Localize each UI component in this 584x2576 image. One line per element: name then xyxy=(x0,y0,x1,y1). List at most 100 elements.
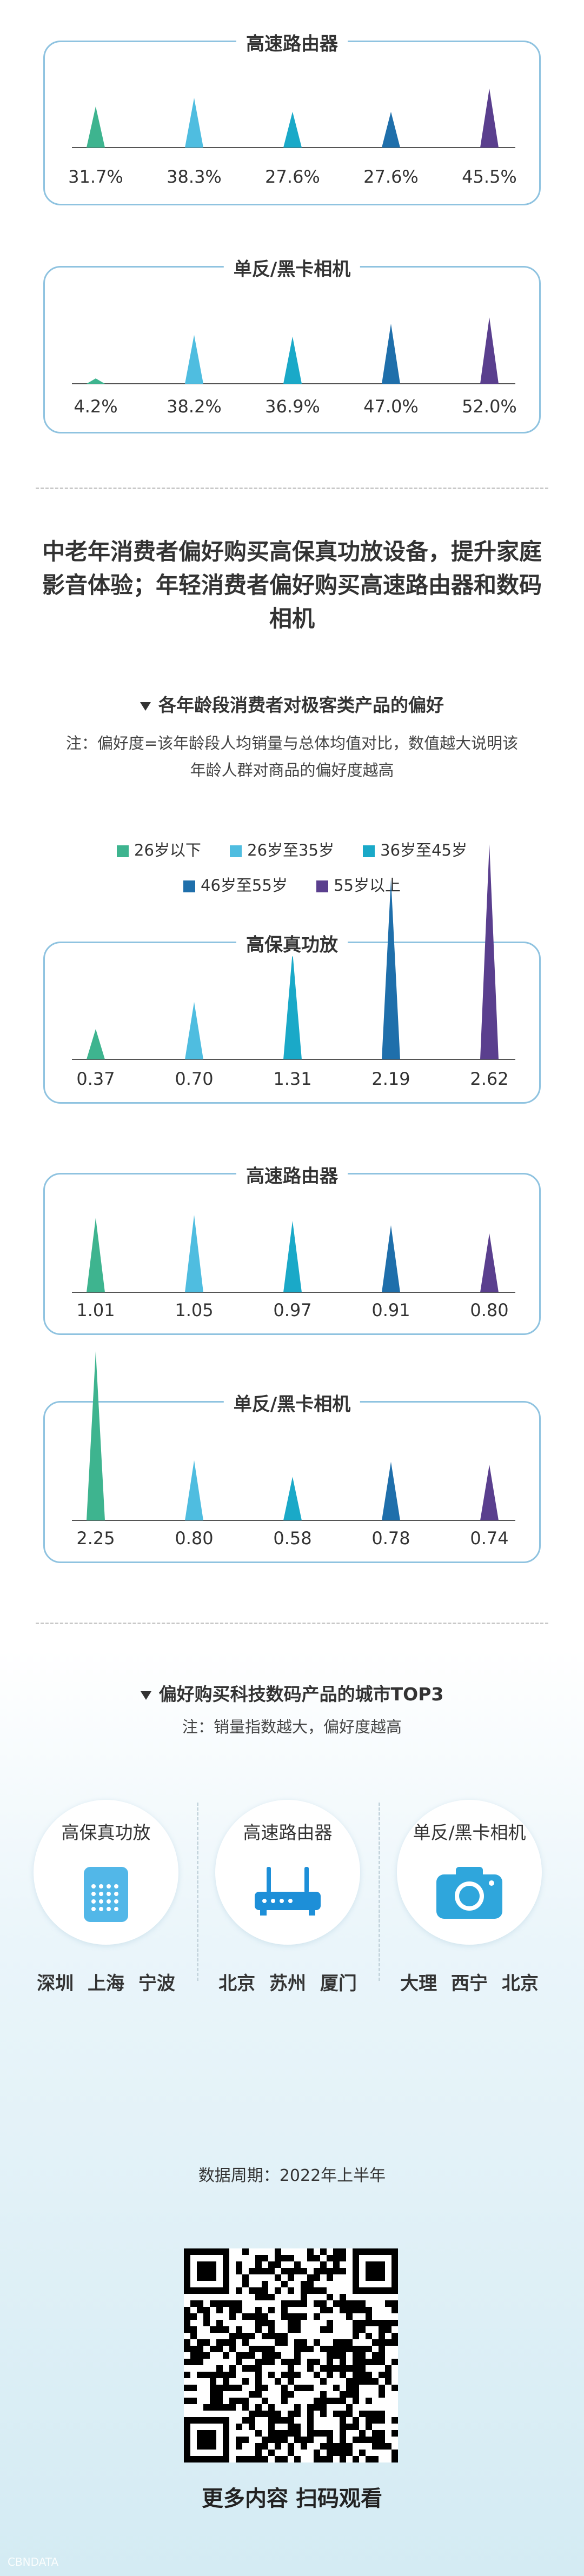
section-divider xyxy=(36,1623,548,1624)
chart-card-router-share: 31.7% 38.3% 27.6% 27.6% 45.5% 高速路由器 xyxy=(43,29,541,205)
city-list: 深圳 上海 宁波 xyxy=(37,1973,175,1994)
city-column-camera: 单反/黑卡相机 大理 西宁 北京 xyxy=(383,1800,556,1995)
peak-bar xyxy=(283,952,302,1059)
peak-bar xyxy=(87,378,105,384)
peak-chart: 1.01 1.05 0.97 0.91 0.80 xyxy=(72,1214,515,1320)
pref-note: 注：偏好度=该年龄段人均销量与总体均值对比，数值越大说明该年龄人群对商品的偏好度… xyxy=(65,734,519,779)
data-label: 0.91 xyxy=(371,1300,410,1320)
qr-caption: 更多内容 扫码观看 xyxy=(202,2486,382,2511)
city-note: 注：销量指数越大，偏好度越高 xyxy=(182,1718,402,1736)
peak-bar xyxy=(185,335,203,384)
city-list: 北京 苏州 厦门 xyxy=(218,1973,357,1994)
peak-bar xyxy=(87,106,105,148)
peak-bar xyxy=(480,1465,499,1520)
peak-chart: 0.37 0.70 1.31 2.19 2.62 xyxy=(72,844,515,1089)
qr-code[interactable] xyxy=(184,2248,398,2462)
peak-bar xyxy=(480,1233,499,1292)
chart-title: 单反/黑卡相机 xyxy=(223,1389,361,1416)
data-label: 2.25 xyxy=(76,1528,115,1549)
legend: 46岁至55岁 55岁以上 xyxy=(0,873,584,896)
peak-bar xyxy=(283,1220,302,1292)
column-divider xyxy=(379,1803,380,1981)
product-label: 高速路由器 xyxy=(243,1822,333,1843)
triangle-down-icon xyxy=(140,1691,151,1700)
data-label: 0.70 xyxy=(175,1069,213,1089)
product-circle: 高速路由器 xyxy=(215,1800,360,1945)
data-label: 0.74 xyxy=(470,1528,508,1549)
section-divider xyxy=(36,488,548,489)
legend-item: 46岁至55岁 xyxy=(183,873,288,896)
chart-title: 高速路由器 xyxy=(236,29,348,56)
data-label: 52.0% xyxy=(462,396,517,417)
city-column-router: 高速路由器 北京 苏州 厦门 xyxy=(201,1800,374,1995)
chart-card-router-pref: 1.01 1.05 0.97 0.91 0.80 高速路由器 xyxy=(43,1161,541,1335)
chart-card-amplifier-pref: 0.37 0.70 1.31 2.19 2.62 高保真功放 xyxy=(43,844,541,1104)
peak-bar xyxy=(87,1218,105,1292)
peak-bar xyxy=(382,879,400,1059)
data-label: 45.5% xyxy=(462,166,517,187)
pref-subtitle: 各年龄段消费者对极客类产品的偏好 xyxy=(0,691,584,717)
city-list: 大理 西宁 北京 xyxy=(400,1973,539,1994)
column-divider xyxy=(197,1803,198,1981)
product-circle: 单反/黑卡相机 xyxy=(397,1800,542,1945)
peak-bar xyxy=(87,1029,105,1059)
peak-bar xyxy=(382,323,400,384)
peak-bar xyxy=(185,1460,203,1520)
headline: 中老年消费者偏好购买高保真功放设备，提升家庭影音体验；年轻消费者偏好购买高速路由… xyxy=(42,538,542,632)
peak-chart: 4.2% 38.2% 36.9% 47.0% 52.0% xyxy=(72,317,517,417)
watermark-logo: CBNDATA xyxy=(8,2555,59,2568)
peak-chart: 2.25 0.80 0.58 0.78 0.74 xyxy=(72,1351,515,1549)
legend-item: 36岁至45岁 xyxy=(363,838,467,860)
peak-bar xyxy=(382,111,400,148)
peak-bar xyxy=(283,1477,302,1520)
peak-bar xyxy=(382,1461,400,1520)
data-label: 0.80 xyxy=(175,1528,213,1549)
data-label: 4.2% xyxy=(74,396,117,417)
peak-bar xyxy=(480,844,499,1059)
product-label: 单反/黑卡相机 xyxy=(413,1822,526,1843)
peak-bar xyxy=(480,317,499,384)
amplifier-icon xyxy=(82,1865,130,1926)
peak-bar xyxy=(185,1002,203,1059)
chart-card-camera-share: 4.2% 38.2% 36.9% 47.0% 52.0% 单反/黑卡相机 xyxy=(43,254,541,433)
chart-card-camera-pref: 2.25 0.80 0.58 0.78 0.74 单反/黑卡相机 xyxy=(43,1351,541,1563)
legend: 26岁以下 26岁至35岁 36岁至45岁 xyxy=(0,838,584,860)
data-label: 0.97 xyxy=(273,1300,311,1320)
data-label: 27.6% xyxy=(265,166,320,187)
peak-bar xyxy=(283,111,302,148)
peak-bar xyxy=(480,88,499,148)
data-label: 38.3% xyxy=(167,166,222,187)
product-label: 高保真功放 xyxy=(61,1822,151,1843)
data-label: 31.7% xyxy=(68,166,123,187)
data-label: 2.19 xyxy=(371,1069,410,1089)
product-circle: 高保真功放 xyxy=(34,1800,178,1945)
legend-item: 26岁至35岁 xyxy=(230,838,334,860)
data-label: 2.62 xyxy=(470,1069,508,1089)
peak-bar xyxy=(185,1214,203,1292)
data-label: 0.80 xyxy=(470,1300,508,1320)
data-label: 0.78 xyxy=(371,1528,410,1549)
data-label: 27.6% xyxy=(363,166,419,187)
data-period: 数据周期：2022年上半年 xyxy=(198,2166,386,2185)
legend-item: 55岁以上 xyxy=(316,873,401,896)
data-label: 0.58 xyxy=(273,1528,311,1549)
chart-title: 单反/黑卡相机 xyxy=(223,254,361,281)
chart-title: 高保真功放 xyxy=(236,930,348,957)
chart-title: 高速路由器 xyxy=(236,1161,348,1188)
peak-bar xyxy=(87,1351,105,1520)
peak-bar xyxy=(283,336,302,384)
peak-bar xyxy=(382,1225,400,1292)
data-label: 0.37 xyxy=(76,1069,115,1089)
camera-icon xyxy=(434,1865,505,1923)
data-label: 1.31 xyxy=(273,1069,311,1089)
peak-chart: 31.7% 38.3% 27.6% 27.6% 45.5% xyxy=(68,88,517,187)
city-subtitle: 偏好购买科技数码产品的城市TOP3 xyxy=(0,1680,584,1706)
data-label: 1.05 xyxy=(175,1300,213,1320)
triangle-down-icon xyxy=(140,702,151,711)
peak-bar xyxy=(185,98,203,148)
router-icon xyxy=(253,1865,323,1921)
data-label: 38.2% xyxy=(167,396,222,417)
data-label: 36.9% xyxy=(265,396,320,417)
legend-item: 26岁以下 xyxy=(117,838,201,860)
city-column-amplifier: 高保真功放 深圳 上海 宁波 xyxy=(19,1800,193,1995)
